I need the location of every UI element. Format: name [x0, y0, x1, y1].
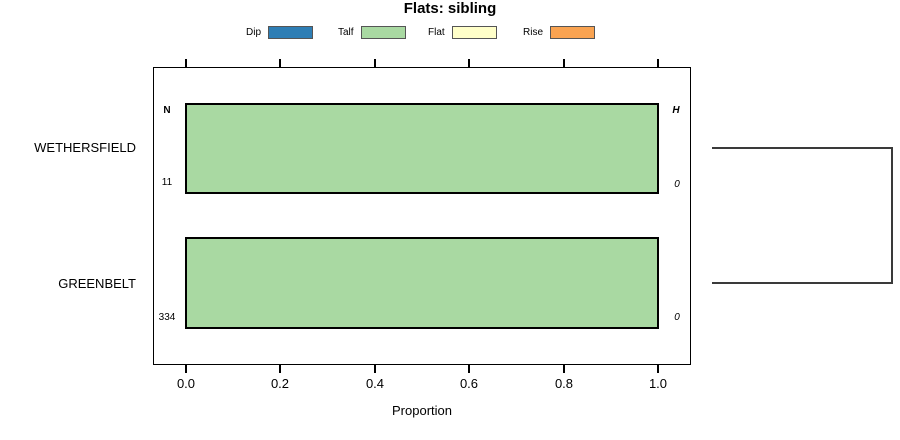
bar-wethersfield	[185, 103, 659, 194]
legend-label-talf: Talf	[338, 27, 354, 38]
bar-greenbelt	[185, 237, 659, 329]
x-axis-tick-bottom	[185, 365, 187, 373]
left-header-label: N	[163, 105, 171, 116]
connector-bracket	[712, 147, 893, 284]
x-axis-tick-top	[185, 59, 187, 67]
plot-frame	[153, 67, 691, 365]
x-axis-tick-top	[657, 59, 659, 67]
legend-swatch-dip	[268, 26, 314, 39]
x-axis-tick-bottom	[468, 365, 470, 373]
count-label-wethersfield-left: 11	[161, 177, 173, 188]
legend-label-rise: Rise	[523, 27, 544, 38]
legend-swatch-rise	[550, 26, 596, 39]
count-label-greenbelt-left: 334	[158, 312, 176, 323]
x-axis-tick-label: 1.0	[648, 376, 668, 391]
legend-item-dip: Dip	[246, 25, 314, 40]
legend-swatch-talf	[360, 26, 406, 39]
legend-item-talf: Talf	[338, 25, 406, 40]
x-axis-tick-label: 0.4	[365, 376, 385, 391]
x-axis-tick-bottom	[563, 365, 565, 373]
chart-title: Flats: sibling	[403, 0, 497, 17]
category-label-wethersfield: WETHERSFIELD	[34, 140, 136, 155]
count-label-wethersfield-right: 0	[674, 179, 680, 190]
legend-label-flat: Flat	[428, 27, 445, 38]
count-label-greenbelt-right: 0	[674, 312, 680, 323]
legend-item-rise: Rise	[523, 25, 596, 40]
x-axis-tick-bottom	[657, 365, 659, 373]
x-axis-tick-top	[279, 59, 281, 67]
legend-swatch-flat	[451, 26, 497, 39]
x-axis-tick-top	[374, 59, 376, 67]
x-axis-tick-label: 0.8	[554, 376, 574, 391]
category-label-greenbelt: GREENBELT	[58, 276, 136, 291]
x-axis-tick-label: 0.0	[176, 376, 196, 391]
x-axis-tick-label: 0.6	[459, 376, 479, 391]
legend-label-dip: Dip	[246, 27, 262, 38]
x-axis-tick-top	[468, 59, 470, 67]
x-axis-title: Proportion	[392, 403, 452, 418]
x-axis-tick-bottom	[374, 365, 376, 373]
right-header-label: H	[672, 105, 680, 116]
legend-item-flat: Flat	[428, 25, 497, 40]
x-axis-tick-bottom	[279, 365, 281, 373]
x-axis-tick-top	[563, 59, 565, 67]
x-axis-tick-label: 0.2	[270, 376, 290, 391]
